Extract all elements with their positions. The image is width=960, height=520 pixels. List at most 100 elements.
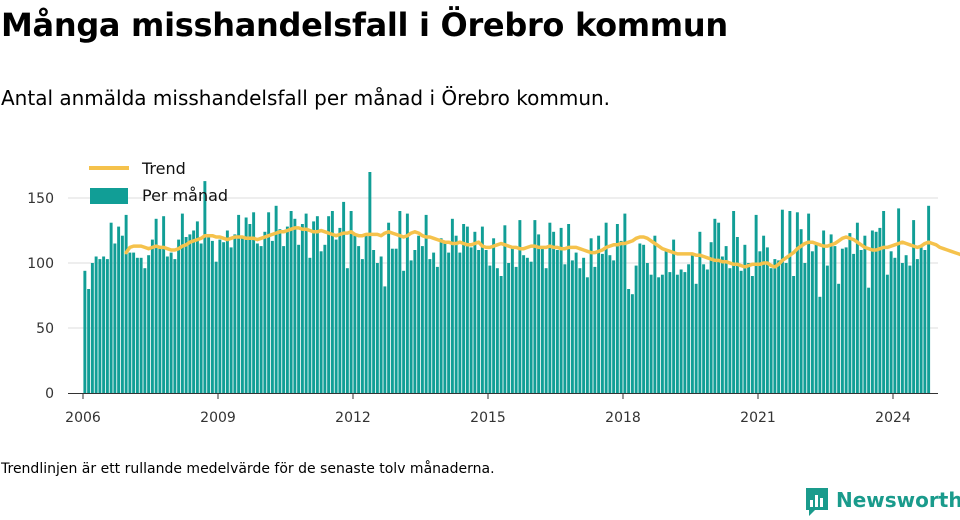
bar: [897, 208, 901, 393]
bar: [458, 252, 462, 393]
bar: [769, 268, 773, 393]
bar: [855, 222, 859, 393]
bar: [454, 235, 458, 393]
bar: [270, 240, 274, 393]
bar: [747, 263, 751, 393]
bar: [848, 233, 852, 393]
bar: [739, 270, 743, 393]
bar: [837, 283, 841, 393]
bar: [218, 239, 222, 393]
bar: [600, 253, 604, 393]
bar: [462, 224, 466, 393]
bar: [874, 231, 878, 393]
bar: [94, 256, 98, 393]
bar: [139, 257, 143, 393]
bar: [683, 272, 687, 393]
bar: [383, 286, 387, 393]
bar: [522, 255, 526, 393]
bar: [548, 222, 552, 393]
bar: [338, 227, 342, 393]
bar: [702, 264, 706, 393]
bar: [379, 256, 383, 393]
bar: [863, 235, 867, 393]
bar: [799, 229, 803, 393]
bar: [173, 259, 177, 393]
bar: [207, 235, 211, 393]
bar: [653, 235, 657, 393]
bar: [915, 259, 919, 393]
legend-trend-label: Trend: [141, 159, 186, 178]
bar: [282, 246, 286, 393]
bar: [297, 244, 301, 393]
bar: [668, 272, 672, 393]
bar: [525, 257, 529, 393]
bar: [908, 265, 912, 393]
bar: [240, 238, 244, 393]
bar: [199, 243, 203, 393]
bar: [342, 201, 346, 393]
bar: [330, 211, 334, 393]
bar: [188, 234, 192, 393]
bar: [439, 238, 443, 393]
bar: [87, 289, 91, 393]
brand[interactable]: Newsworthy: [804, 486, 960, 520]
brand-name: Newsworthy: [836, 488, 960, 512]
bar: [803, 263, 807, 393]
bar: [713, 218, 717, 393]
bar: [102, 256, 106, 393]
bar: [912, 220, 916, 393]
bar: [867, 287, 871, 393]
bar: [664, 250, 668, 393]
bar: [544, 268, 548, 393]
bar: [927, 205, 931, 393]
bar: [263, 231, 267, 393]
bar: [852, 253, 856, 393]
bar: [334, 239, 338, 393]
bar: [608, 255, 612, 393]
bar: [645, 263, 649, 393]
bar: [124, 214, 128, 393]
bar: [402, 270, 406, 393]
bar: [578, 268, 582, 393]
x-tick-label: 2009: [200, 410, 236, 426]
bar: [559, 227, 563, 393]
bar: [465, 226, 469, 393]
bar: [889, 251, 893, 393]
bar: [289, 211, 293, 393]
y-tick-label: 0: [45, 386, 54, 402]
bar: [495, 268, 499, 393]
bar: [300, 224, 304, 393]
bar: [750, 276, 754, 393]
bar: [154, 218, 158, 393]
bar: [113, 243, 117, 393]
x-axis-ticks: 2006 2009 2012 2015 2018 2021 2024: [65, 393, 911, 426]
bar: [878, 227, 882, 393]
bar: [274, 205, 278, 393]
bar: [360, 259, 364, 393]
bar: [555, 250, 559, 393]
bar: [180, 213, 184, 393]
bar: [327, 216, 331, 393]
bar: [432, 252, 436, 393]
bar: [829, 234, 833, 393]
bar: [147, 255, 151, 393]
bar: [720, 256, 724, 393]
bar: [623, 213, 627, 393]
bar: [694, 283, 698, 393]
bar: [165, 256, 169, 393]
bar: [510, 246, 514, 393]
bar: [357, 246, 361, 393]
x-tick-label: 2012: [335, 410, 371, 426]
bar: [484, 250, 488, 393]
bar: [795, 212, 799, 393]
bar: [660, 274, 664, 393]
bar: [627, 289, 631, 393]
bar: [225, 230, 229, 393]
bar: [814, 244, 818, 393]
monthly-bars: [83, 172, 931, 393]
bar: [319, 251, 323, 393]
bar: [859, 250, 863, 393]
bar: [885, 274, 889, 393]
bar: [589, 238, 593, 393]
bar: [428, 259, 432, 393]
